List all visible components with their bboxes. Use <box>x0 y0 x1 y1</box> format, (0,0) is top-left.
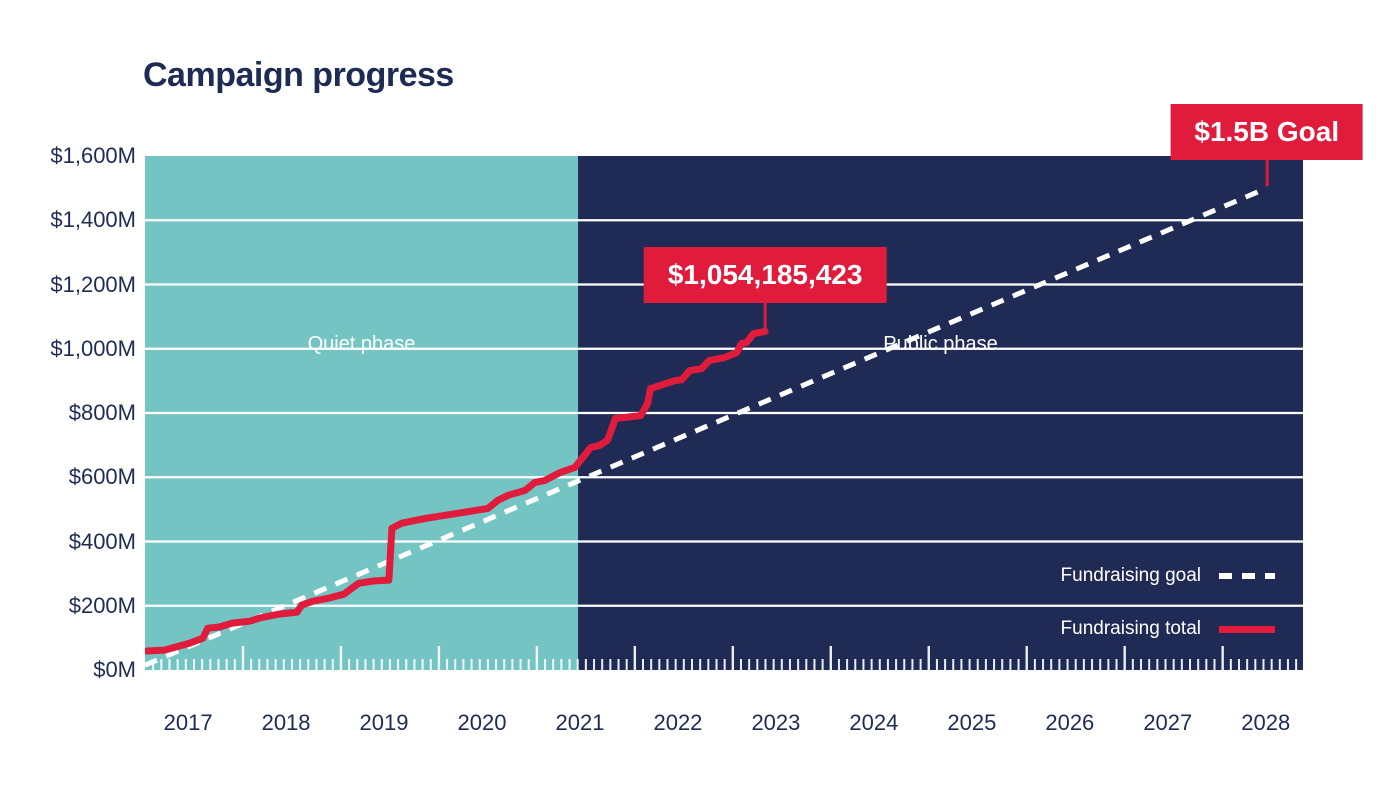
legend-label-total: Fundraising total <box>1060 618 1201 639</box>
x-axis-label: 2026 <box>1045 710 1095 735</box>
goal-callout-label: $1.5B Goal <box>1170 104 1364 161</box>
x-axis-label: 2022 <box>653 710 703 735</box>
legend-label-goal: Fundraising goal <box>1060 565 1201 586</box>
x-axis-label: 2027 <box>1143 710 1193 735</box>
y-axis-label: $0M <box>93 657 136 682</box>
fundraising-total-callout: $1,054,185,423 <box>643 247 887 330</box>
public-phase-label: Public phase <box>883 333 998 355</box>
y-axis-label: $800M <box>68 400 136 425</box>
x-axis-label: 2018 <box>261 710 311 735</box>
page-title: Campaign progress <box>143 56 454 94</box>
chart-plot-area: Quiet phase Public phase Fundraising goa… <box>145 156 1303 670</box>
x-axis-label: 2020 <box>457 710 507 735</box>
y-axis-label: $200M <box>68 592 136 618</box>
y-axis-label: $600M <box>68 464 136 490</box>
goal-dashed-line-swatch <box>1219 573 1275 579</box>
y-axis-label: $400M <box>68 528 136 554</box>
x-axis-label: 2025 <box>947 710 997 735</box>
goal-callout-pointer <box>1265 160 1269 187</box>
legend: Fundraising goal Fundraising total <box>1061 558 1275 664</box>
x-axis-label: 2019 <box>359 710 409 735</box>
y-axis-label: $1,400M <box>50 207 136 233</box>
total-callout-label: $1,054,185,423 <box>643 247 887 304</box>
y-axis-label: $1,200M <box>50 271 136 297</box>
goal-callout: $1.5B Goal <box>1170 104 1364 187</box>
total-callout-pointer <box>763 303 767 330</box>
legend-row-total: Fundraising total <box>1061 611 1275 647</box>
y-axis-label: $1,000M <box>50 335 136 361</box>
x-axis-label: 2017 <box>163 710 213 735</box>
fundraising-goal-line <box>145 185 1268 668</box>
x-axis-label: 2024 <box>849 710 899 735</box>
x-axis-label: 2028 <box>1241 710 1291 735</box>
x-axis-label: 2023 <box>751 710 801 735</box>
quiet-phase-label: Quiet phase <box>307 333 416 355</box>
legend-row-goal: Fundraising goal <box>1061 558 1275 594</box>
fundraising-total-line <box>145 327 769 655</box>
total-solid-line-swatch <box>1219 625 1275 633</box>
y-axis-label: $1,600M <box>50 143 136 168</box>
x-axis-label: 2021 <box>555 710 605 735</box>
chart-canvas <box>145 156 1303 670</box>
